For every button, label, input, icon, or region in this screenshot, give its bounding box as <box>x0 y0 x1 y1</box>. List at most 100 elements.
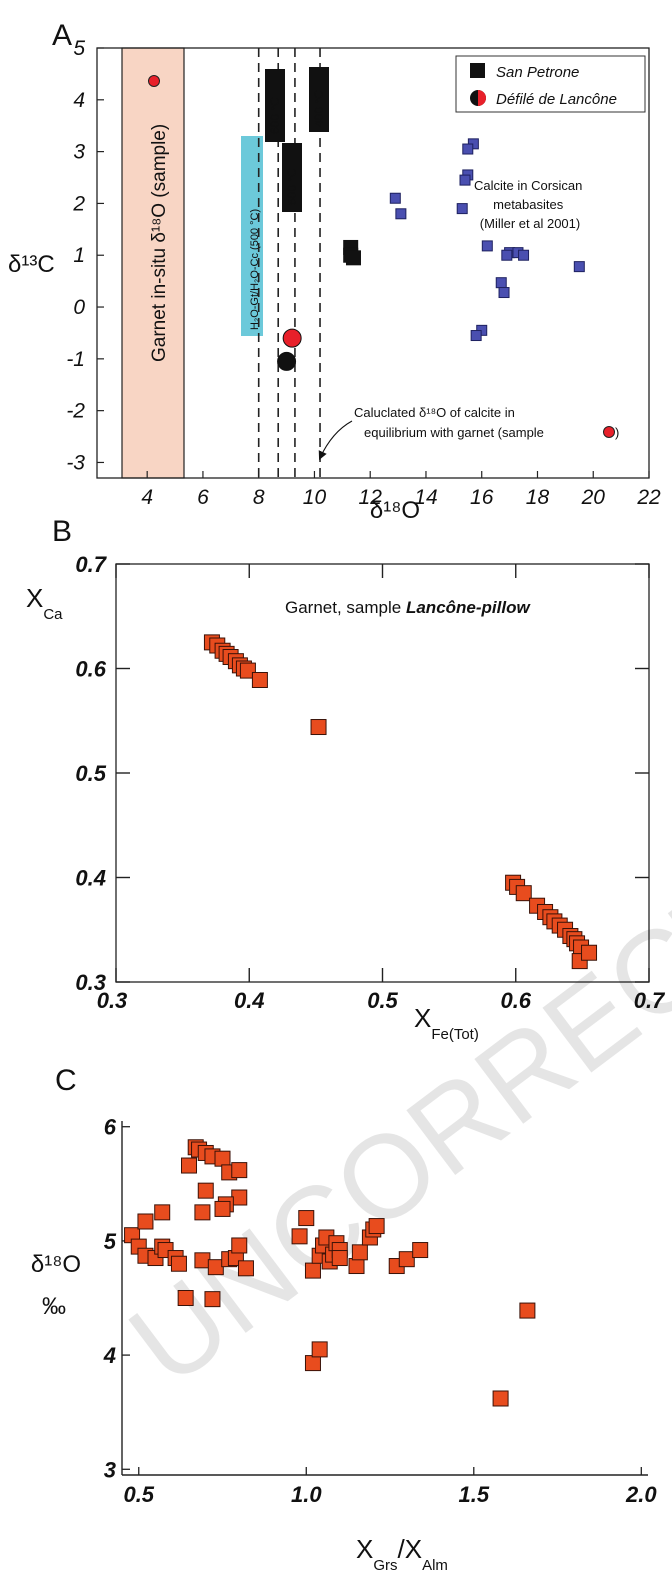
a-xtick-label: 20 <box>581 486 606 509</box>
a-ytick-label: 2 <box>72 192 85 215</box>
calcite-label-line3: (Miller et al 2001) <box>480 216 580 231</box>
panel-c-xlabel-sub2: Alm <box>422 1557 448 1571</box>
b-xtick-label: 0.5 <box>367 988 398 1013</box>
a-xtick-label: 4 <box>141 486 153 509</box>
san-petrone-point <box>345 250 361 266</box>
a-ytick-label: -3 <box>66 451 85 474</box>
calcite-point <box>389 192 401 204</box>
garnet-o-point <box>291 1228 308 1245</box>
garnet-o-point <box>298 1210 315 1227</box>
calcite-label-line1: Calcite in Corsican <box>474 178 582 193</box>
a-ytick-label: -1 <box>66 348 85 371</box>
garnet-o-point <box>137 1213 154 1230</box>
garnet-o-point <box>351 1244 368 1261</box>
panel-label-b: B <box>52 515 72 548</box>
panel-c-xlabel-mid: /X <box>398 1534 423 1564</box>
garnet-point <box>251 671 268 688</box>
watermark-text: UNCORRECTED <box>106 753 672 1411</box>
panel-b-ylabel-main: X <box>26 583 43 613</box>
calcite-point <box>495 277 507 289</box>
a-ytick-label: 5 <box>73 37 85 60</box>
garnet-in-situ-close: ) <box>149 124 170 130</box>
calcite-point <box>462 143 474 155</box>
b-ytick-label: 0.7 <box>75 552 107 577</box>
calcite-point <box>481 240 493 252</box>
b-ytick-label: 0.6 <box>75 657 106 682</box>
panel-b-frame <box>115 563 650 983</box>
garnet-o-point <box>214 1200 231 1217</box>
panel-b-title-text: Garnet, sample <box>285 598 401 617</box>
calcite-point <box>456 203 468 215</box>
a-xtick-label: 16 <box>470 486 494 509</box>
panel-a-xlabel: δ¹⁸O <box>370 497 420 524</box>
garnet-o-point <box>492 1390 509 1407</box>
garnet-o-point <box>237 1260 254 1277</box>
calcite-point <box>395 208 407 220</box>
panel-c-ylabel-unit: ‰ <box>42 1293 66 1320</box>
calcite-point <box>518 249 530 261</box>
garnet-o-point <box>519 1302 536 1319</box>
garnet-o-point <box>181 1157 198 1174</box>
garnet-o-point <box>170 1255 187 1272</box>
a-xtick-label: 10 <box>303 486 327 509</box>
lancone-point <box>277 351 297 371</box>
b-ytick-label: 0.4 <box>75 866 106 891</box>
isotherm-lines <box>257 48 321 478</box>
garnet-o-point <box>231 1189 248 1206</box>
equilibrium-arrow <box>318 420 353 460</box>
isotherm-400-label: 400 °C <box>312 90 326 127</box>
panel-a-frame <box>96 47 650 479</box>
garnet-o-point <box>154 1204 171 1221</box>
isotherm-600-label: 600 °C <box>268 97 282 134</box>
panel-b-title: Garnet, sample Lancône-pillow <box>285 598 531 617</box>
legend-san-petrone-label: San Petrone <box>496 64 579 81</box>
isotherm-500-label: 500 °C <box>285 168 299 205</box>
equilibrium-label-close: ) <box>615 425 619 440</box>
c-ytick-label: 6 <box>104 1115 117 1140</box>
garnet-point <box>310 719 327 736</box>
panel-a-points <box>277 138 585 371</box>
calcite-point <box>501 249 513 261</box>
a-xtick-label: 6 <box>197 486 209 509</box>
garnet-point <box>581 944 598 961</box>
garnet-o-point <box>304 1355 321 1372</box>
garnet-o-point <box>231 1237 248 1254</box>
panel-b-points <box>203 634 598 970</box>
garnet-o-point <box>304 1262 321 1279</box>
panel-b-xlabel-main: X <box>414 1003 431 1033</box>
panel-b-axes: 0.3 0.4 0.5 0.6 0.7 0.7 0.6 0.5 0.4 0.3 <box>75 552 666 1013</box>
garnet-o-point <box>331 1250 348 1267</box>
panel-c-xlabel: XGrs/XAlm <box>356 1534 448 1571</box>
garnet-o-point <box>214 1150 231 1167</box>
garnet-point <box>515 885 532 902</box>
panel-c-xlabel-main: X <box>356 1534 373 1564</box>
garnet-o-point <box>348 1258 365 1275</box>
garnet-o-point <box>207 1259 224 1276</box>
garnet-o-point <box>197 1182 214 1199</box>
isotherm-600-box <box>265 69 285 142</box>
isotherm-500-box <box>282 143 302 212</box>
a-xtick-label: 18 <box>526 486 550 509</box>
c-xtick-label: 1.5 <box>458 1482 489 1507</box>
calcite-point <box>573 261 585 273</box>
garnet-o-point <box>368 1218 385 1235</box>
garnet-o-point <box>194 1204 211 1221</box>
panel-b-ylabel: XCa <box>26 583 63 623</box>
equilibrium-label-line2: equilibrium with garnet (sample <box>364 425 544 440</box>
garnet-o-point <box>311 1341 328 1358</box>
equilibrium-label: Caluclated δ¹⁸O of calcite in equilibriu… <box>354 405 544 440</box>
a-ytick-label: -2 <box>66 400 85 423</box>
panel-c-points <box>124 1139 536 1407</box>
isotherm-400-box <box>309 67 329 132</box>
c-xtick-label: 0.5 <box>123 1482 154 1507</box>
watermark: UNCORRECTED <box>106 753 672 1411</box>
garnet-o-point <box>398 1251 415 1268</box>
equilibrium-label-line1: Caluclated δ¹⁸O of calcite in <box>354 405 515 420</box>
calcite-point <box>459 174 471 186</box>
garnet-o-point <box>177 1290 194 1306</box>
equilibrium-sample-marker <box>603 426 615 438</box>
a-ytick-label: 0 <box>73 296 85 319</box>
a-ytick-label: 4 <box>73 89 85 112</box>
a-xtick-label: 12 <box>359 486 383 509</box>
